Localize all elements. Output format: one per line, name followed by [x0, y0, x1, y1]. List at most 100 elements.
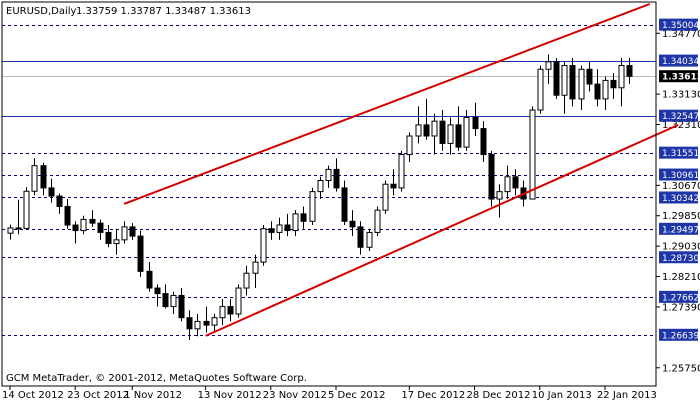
candle[interactable]: [80, 215, 87, 235]
candle[interactable]: [406, 132, 413, 162]
candle[interactable]: [553, 58, 560, 99]
candle[interactable]: [610, 72, 617, 99]
candle[interactable]: [472, 102, 479, 137]
candle[interactable]: [586, 61, 593, 92]
candle[interactable]: [178, 288, 185, 322]
candle[interactable]: [618, 58, 625, 107]
candle-body-bear: [137, 235, 144, 272]
channel-lower-line[interactable]: [205, 123, 679, 337]
candle[interactable]: [569, 58, 576, 107]
candle[interactable]: [243, 265, 250, 296]
candle[interactable]: [72, 221, 79, 244]
candle[interactable]: [129, 223, 136, 240]
candle[interactable]: [463, 110, 470, 151]
candle[interactable]: [186, 310, 193, 340]
candle[interactable]: [64, 199, 71, 229]
y-tick-label: 1.28210: [662, 272, 700, 283]
candle[interactable]: [537, 65, 544, 114]
candle-body-bull: [382, 183, 389, 211]
candle[interactable]: [227, 299, 234, 322]
candle[interactable]: [113, 228, 120, 255]
candle[interactable]: [325, 165, 332, 188]
candle-body-bull: [529, 109, 536, 200]
candle[interactable]: [309, 187, 316, 226]
candle[interactable]: [219, 299, 226, 326]
candle[interactable]: [578, 65, 585, 111]
candle-body-bear: [15, 227, 22, 230]
candle[interactable]: [455, 106, 462, 151]
x-tick-label: 23 Nov 2012: [263, 390, 327, 401]
candle[interactable]: [276, 217, 283, 240]
candle[interactable]: [31, 158, 38, 196]
candle[interactable]: [398, 150, 405, 192]
candle[interactable]: [357, 221, 364, 255]
candle[interactable]: [447, 117, 454, 155]
candle[interactable]: [480, 121, 487, 162]
candle[interactable]: [431, 113, 438, 155]
candle-body-bear: [154, 287, 161, 295]
current-tag-bg: [659, 70, 698, 83]
candle[interactable]: [602, 76, 609, 111]
candle-body-bull: [374, 209, 381, 233]
candle[interactable]: [415, 106, 422, 144]
candle[interactable]: [56, 193, 63, 214]
candle[interactable]: [268, 221, 275, 240]
candle[interactable]: [7, 224, 14, 240]
candle[interactable]: [529, 106, 536, 200]
candle[interactable]: [496, 184, 503, 218]
candle[interactable]: [439, 110, 446, 151]
candle[interactable]: [235, 284, 242, 318]
candle[interactable]: [15, 199, 22, 235]
candle-body-bull: [325, 168, 332, 182]
x-tick-label: 1 Nov 2012: [124, 390, 182, 401]
candle[interactable]: [252, 254, 259, 289]
candle[interactable]: [48, 178, 55, 203]
candle-body-bear: [162, 293, 169, 308]
candle[interactable]: [170, 291, 177, 314]
candle[interactable]: [390, 169, 397, 196]
candle[interactable]: [146, 262, 153, 292]
candle[interactable]: [382, 180, 389, 214]
candle[interactable]: [341, 180, 348, 226]
candle[interactable]: [512, 169, 519, 196]
candle[interactable]: [374, 206, 381, 237]
level-tag-text: 1.26639: [662, 331, 699, 341]
candle[interactable]: [488, 150, 495, 207]
candle[interactable]: [594, 69, 601, 107]
candle[interactable]: [162, 284, 169, 309]
candle[interactable]: [137, 230, 144, 277]
level-price-tag: 1.32547: [659, 109, 699, 122]
candle[interactable]: [423, 98, 430, 140]
candle[interactable]: [121, 221, 128, 244]
candle[interactable]: [97, 219, 104, 240]
candle[interactable]: [292, 210, 299, 237]
candle[interactable]: [154, 284, 161, 307]
candle[interactable]: [203, 306, 210, 333]
candle[interactable]: [89, 210, 96, 227]
candle[interactable]: [545, 54, 552, 85]
candle-body-bull: [447, 124, 454, 144]
channel-upper-line[interactable]: [123, 3, 651, 205]
candle-body-bear: [553, 61, 560, 96]
candle[interactable]: [284, 213, 291, 237]
candle[interactable]: [105, 225, 112, 248]
candle[interactable]: [504, 165, 511, 200]
candle[interactable]: [561, 61, 568, 114]
level-price-tag: 1.29497: [659, 222, 699, 235]
candle[interactable]: [211, 313, 218, 333]
ohlc-readout: 1.33759 1.33787 1.33487 1.33613: [76, 6, 251, 17]
candle[interactable]: [260, 225, 267, 266]
candle[interactable]: [366, 228, 373, 251]
candle[interactable]: [194, 313, 201, 337]
level-labels: 1.35004 1.34034 1.32547 1.31551 1.30961 1.303…: [659, 18, 700, 341]
candle[interactable]: [317, 176, 324, 200]
candle[interactable]: [349, 210, 356, 237]
candle[interactable]: [333, 158, 340, 192]
candle[interactable]: [626, 58, 633, 85]
candle[interactable]: [300, 206, 307, 229]
candle[interactable]: [40, 162, 47, 196]
y-tick-label: 1.29850: [662, 211, 700, 222]
level-tag-bg: [659, 54, 698, 67]
candle[interactable]: [23, 187, 30, 230]
